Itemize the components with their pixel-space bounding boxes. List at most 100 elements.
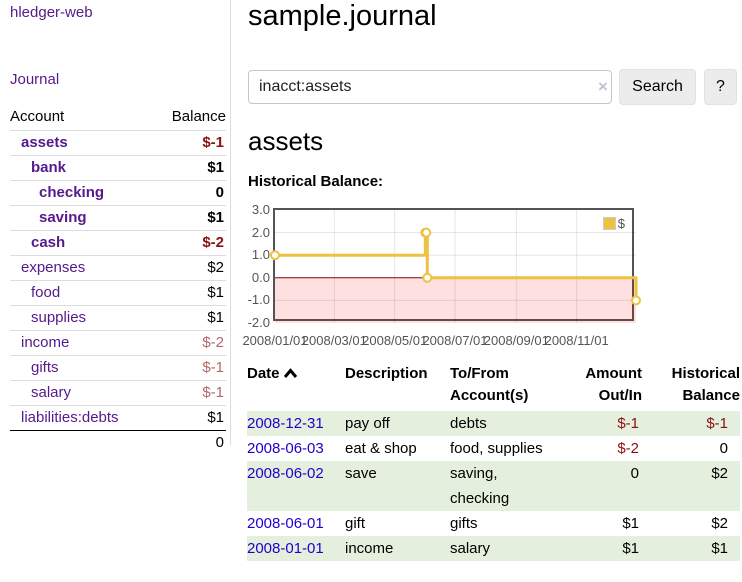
- search-input[interactable]: [248, 70, 612, 104]
- transaction-date-link[interactable]: 2008-06-01: [247, 515, 324, 532]
- account-row: checking 0: [10, 180, 226, 206]
- transaction-description: pay off: [345, 411, 450, 436]
- sidebar: hledger-web Journal Account Balance asse…: [0, 0, 231, 455]
- transaction-date-link[interactable]: 2008-12-31: [247, 415, 324, 432]
- x-tick-label: 2008/07/01: [422, 333, 488, 348]
- transaction-date-link[interactable]: 2008-06-03: [247, 440, 324, 457]
- y-tick-label: -2.0: [247, 315, 270, 330]
- legend-swatch: [602, 217, 616, 230]
- accounts-header-account: Account: [10, 108, 65, 125]
- account-balance: $-2: [154, 330, 226, 356]
- account-balance: $1: [154, 280, 226, 306]
- y-tick-label: 3.0: [251, 202, 270, 217]
- account-link-assets[interactable]: assets: [21, 134, 68, 151]
- account-balance: $1: [154, 205, 226, 231]
- account-row: supplies $1: [10, 305, 226, 331]
- account-row: income $-2: [10, 330, 226, 356]
- register-header-tofrom: To/From Account(s): [450, 365, 529, 404]
- register-header-amount: Amount Out/In: [585, 365, 642, 404]
- register-header-description: Description: [345, 365, 428, 382]
- account-balance: $1: [154, 405, 226, 431]
- accounts-total-balance: 0: [154, 430, 226, 455]
- transaction-accounts: food, supplies: [450, 440, 543, 457]
- transaction-balance: $-1: [642, 411, 740, 436]
- transaction-description: eat & shop: [345, 440, 417, 457]
- transaction-amount: $1: [562, 536, 642, 561]
- transaction-accounts: saving, checking: [450, 461, 562, 511]
- app-title-link[interactable]: hledger-web: [10, 4, 93, 21]
- y-tick-label: 1.0: [251, 247, 270, 263]
- account-balance: 0: [154, 180, 226, 206]
- account-link-salary[interactable]: salary: [31, 384, 72, 401]
- transaction-amount: $-2: [617, 440, 639, 457]
- transaction-date-link[interactable]: 2008-01-01: [247, 540, 324, 557]
- sort-ascending-icon: [283, 364, 298, 386]
- account-row: bank $1: [10, 155, 226, 181]
- account-link-cash[interactable]: cash: [31, 234, 66, 251]
- account-link-checking[interactable]: checking: [39, 184, 105, 201]
- account-link-food[interactable]: food: [31, 284, 61, 301]
- accounts-total-row: 0: [10, 430, 226, 455]
- register-row: 2008-06-01 gift gifts $1 $2: [247, 511, 740, 536]
- account-balance: $-1: [154, 130, 226, 156]
- account-balance: $1: [154, 305, 226, 331]
- transaction-description: gift: [345, 515, 366, 532]
- account-link-gifts[interactable]: gifts: [31, 359, 59, 376]
- transaction-balance: $2: [711, 515, 728, 532]
- transaction-description: income: [345, 536, 450, 561]
- account-balance: $-1: [154, 355, 226, 381]
- transaction-accounts: debts: [450, 411, 562, 436]
- transaction-amount: 0: [562, 461, 642, 511]
- account-link-income[interactable]: income: [21, 334, 70, 351]
- x-tick-label: 2008/09/01: [483, 333, 549, 348]
- transaction-balance: $1: [642, 536, 740, 561]
- account-row: liabilities:debts $1: [10, 405, 226, 431]
- account-link-bank[interactable]: bank: [31, 159, 67, 176]
- x-tick-label: 2008/05/01: [362, 333, 428, 348]
- account-heading: assets: [248, 126, 324, 156]
- register-row: 2008-06-02 save saving, checking 0 $2: [247, 461, 740, 511]
- account-link-liabilities-debts[interactable]: liabilities:debts: [21, 409, 119, 426]
- chart-label: Historical Balance:: [248, 173, 384, 190]
- account-row: cash $-2: [10, 230, 226, 256]
- account-link-saving[interactable]: saving: [39, 209, 87, 226]
- account-link-expenses[interactable]: expenses: [21, 259, 86, 276]
- y-tick-label: -1.0: [247, 292, 270, 308]
- transaction-balance: $2: [642, 461, 740, 511]
- y-tick-label: 0.0: [251, 269, 270, 285]
- accounts-header-balance: Balance: [171, 108, 226, 125]
- help-button[interactable]: ?: [704, 69, 737, 105]
- account-row: salary $-1: [10, 380, 226, 406]
- x-tick-label: 2008/03/01: [301, 333, 367, 348]
- page-title: sample.journal: [248, 0, 437, 32]
- account-balance: $-2: [154, 230, 226, 256]
- historical-balance-chart: $ 3.0 2.0 1.0 0.0 -1.0 -2.0 2008/01/01 2008/03…: [242, 200, 688, 355]
- y-tick-label: 2.0: [251, 224, 270, 240]
- transaction-accounts: salary: [450, 536, 562, 561]
- search-button[interactable]: Search: [619, 69, 696, 105]
- account-row: food $1: [10, 280, 226, 306]
- account-row: gifts $-1: [10, 355, 226, 381]
- account-row: assets $-1: [10, 130, 226, 156]
- account-balance: $-1: [154, 380, 226, 406]
- legend-label: $: [617, 216, 625, 231]
- nav-journal-link[interactable]: Journal: [10, 71, 60, 88]
- transaction-accounts: gifts: [450, 515, 478, 532]
- accounts-table: Account Balance assets $-1 bank $1 check…: [10, 104, 226, 455]
- register-header-balance: Historical Balance: [671, 365, 740, 404]
- account-balance: $2: [154, 255, 226, 281]
- register-table: Date Description To/From Account(s) Amou…: [247, 363, 740, 561]
- transaction-amount: $-1: [562, 411, 642, 436]
- chart-svg: [270, 210, 641, 323]
- register-row: 2008-01-01 income salary $1 $1: [247, 536, 740, 561]
- clear-search-icon[interactable]: ×: [598, 77, 608, 96]
- register-header-date[interactable]: Date: [247, 363, 345, 411]
- account-link-supplies[interactable]: supplies: [31, 309, 87, 326]
- register-row: 2008-12-31 pay off debts $-1 $-1: [247, 411, 740, 436]
- chart-legend: $: [600, 215, 627, 232]
- transaction-date-link[interactable]: 2008-06-02: [247, 465, 324, 482]
- register-header-row: Date Description To/From Account(s) Amou…: [247, 363, 740, 411]
- accounts-header-row: Account Balance: [10, 104, 226, 131]
- account-row: saving $1: [10, 205, 226, 231]
- transaction-balance: 0: [719, 440, 728, 457]
